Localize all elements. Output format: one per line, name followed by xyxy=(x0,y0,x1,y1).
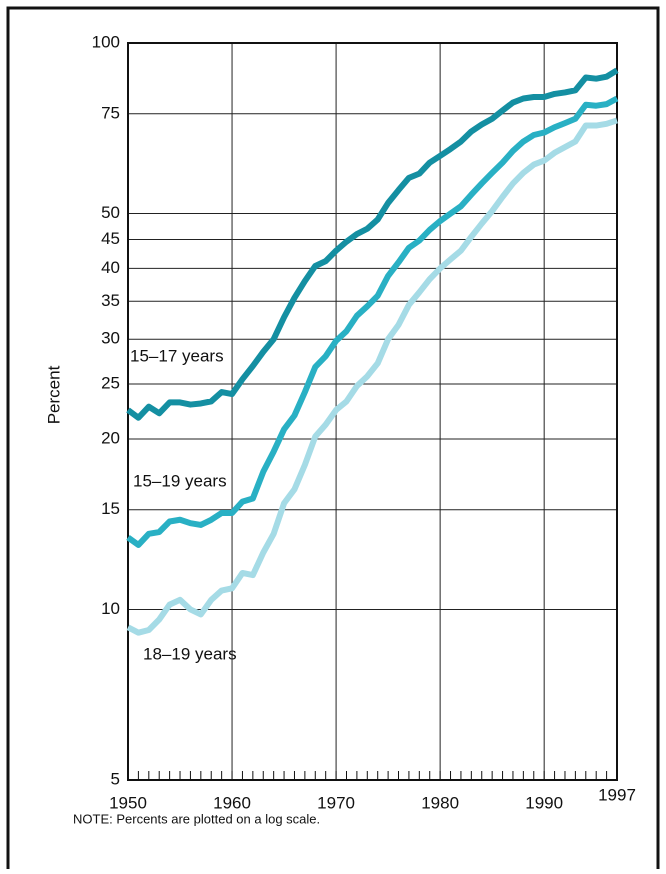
y-tick-label: 10 xyxy=(101,599,120,618)
plot-frame xyxy=(127,42,618,781)
y-tick-label: 35 xyxy=(101,291,120,310)
x-tick-label: 1950 xyxy=(109,793,147,812)
y-tick-label: 25 xyxy=(101,374,120,393)
line xyxy=(126,67,619,421)
series-label: 15–19 years xyxy=(133,471,227,490)
y-tick-label: 75 xyxy=(101,103,120,122)
y-axis-label: Percent xyxy=(44,365,63,424)
y-tick-label: 100 xyxy=(92,32,120,51)
line xyxy=(126,117,618,636)
x-tick-label: 1990 xyxy=(525,793,563,812)
y-tick-label: 15 xyxy=(101,499,120,518)
y-tick-label: 45 xyxy=(101,229,120,248)
y-tick-label: 5 xyxy=(111,769,120,788)
y-tick-label: 40 xyxy=(101,258,120,277)
series-label: 18–19 years xyxy=(143,644,237,663)
series-label: 15–17 years xyxy=(130,346,224,365)
x-tick-label: 1970 xyxy=(317,793,355,812)
note: NOTE: Percents are plotted on a log scal… xyxy=(73,811,320,826)
y-tick-label: 50 xyxy=(101,203,120,222)
x-tick-label: 1980 xyxy=(421,793,459,812)
x-tick-label: 1997 xyxy=(598,785,636,804)
y-tick-label: 20 xyxy=(101,428,120,447)
line xyxy=(126,95,619,548)
y-tick-label: 30 xyxy=(101,329,120,348)
x-tick-label: 1960 xyxy=(213,793,251,812)
frame xyxy=(6,6,660,874)
